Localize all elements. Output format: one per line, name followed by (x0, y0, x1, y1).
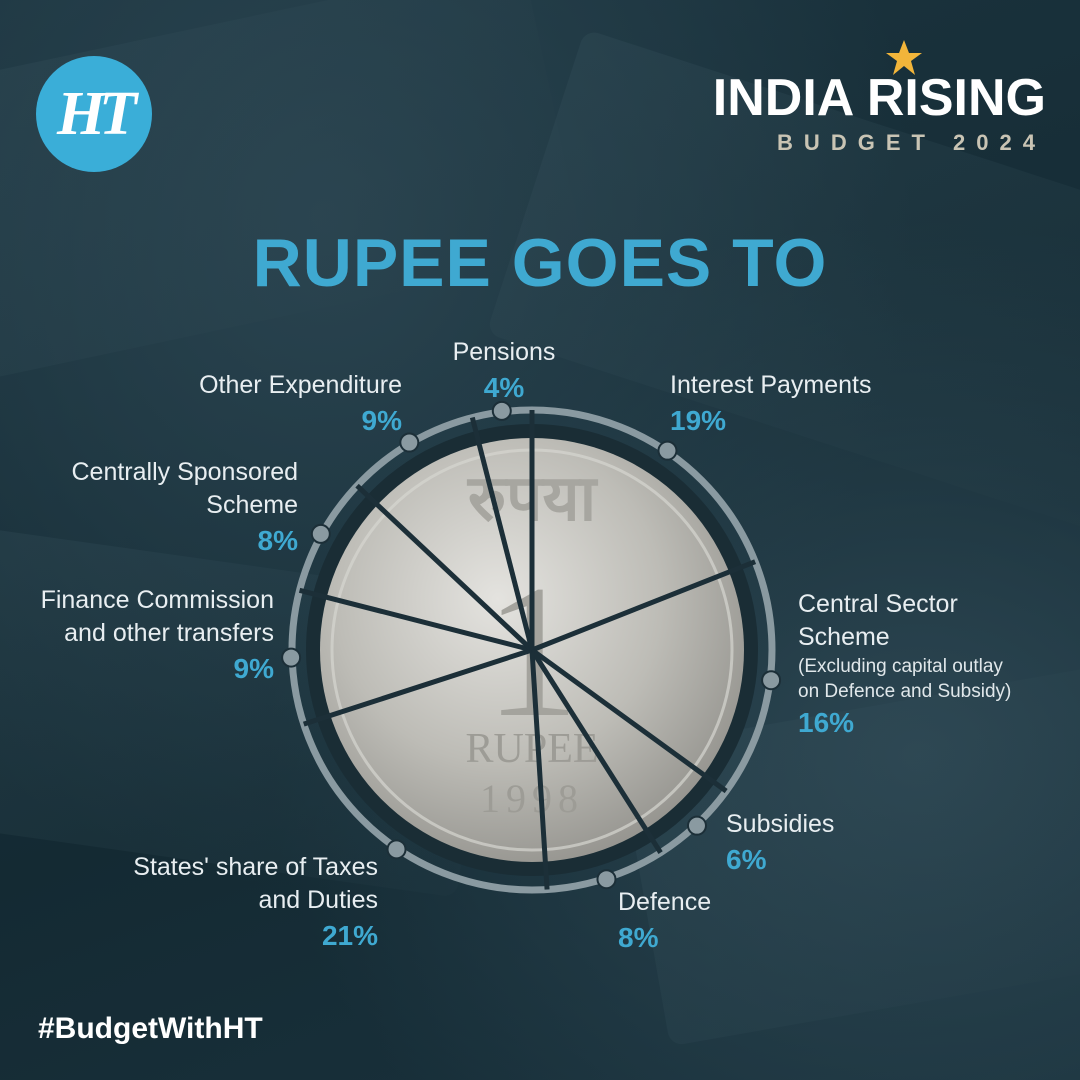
chart-title: RUPEE GOES TO (252, 225, 828, 301)
slice-divider (469, 416, 535, 651)
slice-marker (386, 839, 407, 860)
star-icon (886, 40, 922, 75)
label-interest-payments: Interest Payments 19% (670, 369, 970, 440)
label-finance-commission-name: Finance Commission and other transfers (40, 586, 274, 647)
label-interest-payments-pct: 19% (670, 405, 727, 436)
coin-word: RUPEE (465, 726, 598, 772)
slice-divider (531, 559, 757, 653)
label-pensions-name: Pensions (452, 338, 556, 366)
label-states-share: States' share of Taxes and Duties 21% (100, 851, 378, 955)
slice-marker (491, 400, 512, 421)
label-states-share-pct: 21% (321, 920, 378, 951)
slice-marker (596, 869, 617, 890)
label-states-share-name: States' share of Taxes and Duties (133, 853, 378, 914)
hashtag: #BudgetWithHT (38, 1012, 263, 1045)
slice-divider (302, 647, 533, 727)
brand-subtitle: BUDGET 2024 (777, 130, 1046, 155)
label-centrally-sponsored-scheme-name: Centrally Sponsored Scheme (71, 458, 298, 519)
brand-title: INDIA RISING (712, 69, 1046, 127)
slice-marker-group (281, 400, 782, 890)
label-finance-commission: Finance Commission and other transfers 9… (30, 584, 274, 688)
slice-marker (761, 670, 782, 691)
label-central-sector-scheme-name: Central Sector Scheme (798, 590, 958, 651)
label-pensions: Pensions 4% (404, 336, 604, 407)
ht-logo-text: HT (56, 79, 137, 148)
slice-divider (529, 648, 663, 854)
label-central-sector-scheme-pct: 16% (798, 707, 855, 738)
slice-divider (298, 587, 533, 653)
label-other-expenditure-name: Other Expenditure (199, 371, 402, 399)
slice-divider (529, 649, 550, 890)
label-other-expenditure: Other Expenditure 9% (100, 369, 402, 440)
ht-logo: HT (36, 56, 152, 172)
slice-divider (530, 647, 728, 794)
slice-marker (399, 432, 420, 453)
label-defence: Defence 8% (618, 886, 818, 957)
label-subsidies-name: Subsidies (726, 810, 835, 838)
label-interest-payments-name: Interest Payments (670, 371, 872, 399)
label-other-expenditure-pct: 9% (361, 405, 402, 436)
coin-year: 1998 (480, 776, 584, 821)
slice-divider-group (298, 410, 757, 890)
slice-marker (686, 815, 707, 836)
label-finance-commission-pct: 9% (233, 653, 274, 684)
label-centrally-sponsored-scheme-pct: 8% (257, 525, 298, 556)
label-centrally-sponsored-scheme: Centrally Sponsored Scheme 8% (20, 456, 298, 560)
label-pensions-pct: 4% (483, 372, 525, 403)
label-defence-name: Defence (618, 888, 712, 916)
label-central-sector-scheme: Central Sector Scheme (Excluding capital… (798, 588, 1024, 742)
slice-marker (310, 523, 331, 544)
slice-marker (657, 440, 678, 461)
label-subsidies-pct: 6% (726, 844, 767, 875)
label-subsidies: Subsidies 6% (726, 808, 926, 879)
india-rising-brand: INDIA RISING BUDGET 2024 (706, 38, 1046, 158)
slice-divider (355, 483, 534, 652)
slice-marker (281, 647, 302, 668)
label-defence-pct: 8% (618, 922, 659, 953)
label-central-sector-scheme-note: (Excluding capital outlay on Defence and… (798, 656, 1012, 702)
